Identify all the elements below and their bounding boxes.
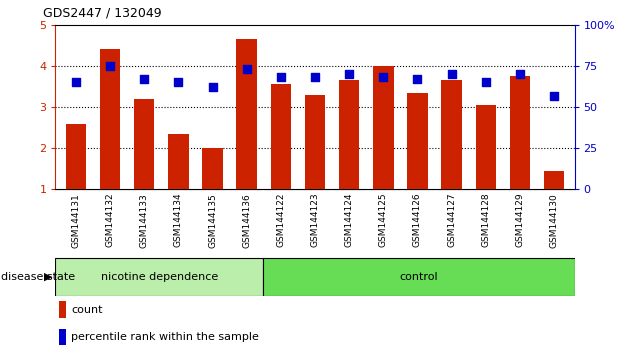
Text: GSM144122: GSM144122 [277,193,285,247]
Text: GSM144135: GSM144135 [208,193,217,247]
Point [515,72,525,77]
Text: GSM144124: GSM144124 [345,193,353,247]
Point [207,85,217,90]
Text: GSM144126: GSM144126 [413,193,422,247]
Point [344,72,354,77]
Bar [236,39,257,189]
Bar [100,50,120,189]
Point [413,76,423,82]
Text: GDS2447 / 132049: GDS2447 / 132049 [43,6,161,19]
Text: control: control [399,272,438,282]
Point [242,67,252,72]
Text: GSM144132: GSM144132 [106,193,115,247]
Point [71,80,81,85]
Point [139,76,149,82]
Text: GSM144133: GSM144133 [140,193,149,247]
Text: GSM144129: GSM144129 [515,193,524,247]
Bar [544,171,564,189]
Bar [476,105,496,189]
Text: GSM144127: GSM144127 [447,193,456,247]
Text: disease state: disease state [1,272,75,282]
Text: GSM144123: GSM144123 [311,193,319,247]
Bar [442,80,462,189]
Point [276,75,286,80]
Text: GSM144125: GSM144125 [379,193,388,247]
Bar [339,80,359,189]
Bar [373,66,394,189]
Bar [305,95,325,189]
Bar [168,134,188,189]
FancyBboxPatch shape [55,258,263,296]
Text: count: count [71,304,103,315]
Point [173,80,183,85]
Point [378,75,388,80]
Text: GSM144128: GSM144128 [481,193,490,247]
Text: GSM144130: GSM144130 [549,193,559,247]
Bar [407,93,428,189]
Text: GSM144136: GSM144136 [242,193,251,247]
Point [549,93,559,98]
Bar [510,76,530,189]
Text: nicotine dependence: nicotine dependence [101,272,218,282]
Point [481,80,491,85]
Point [310,75,320,80]
Text: ▶: ▶ [44,272,52,282]
Bar [59,302,66,318]
Text: GSM144134: GSM144134 [174,193,183,247]
Point [447,72,457,77]
Bar [134,99,154,189]
Bar [271,85,291,189]
Text: percentile rank within the sample: percentile rank within the sample [71,332,259,342]
Bar [66,124,86,189]
FancyBboxPatch shape [263,258,575,296]
Bar [202,148,223,189]
Bar [59,329,66,345]
Point [105,63,115,69]
Text: GSM144131: GSM144131 [71,193,81,247]
